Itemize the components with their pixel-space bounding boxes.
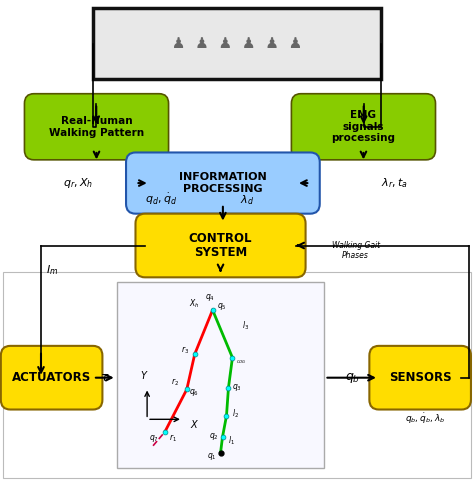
Text: ♟  ♟  ♟  ♟  ♟  ♟: ♟ ♟ ♟ ♟ ♟ ♟: [162, 36, 312, 51]
Text: $X_h$: $X_h$: [189, 298, 200, 310]
Text: $r_2$: $r_2$: [171, 377, 179, 388]
Text: $q_7$: $q_7$: [149, 433, 159, 444]
Text: $q_2$: $q_2$: [209, 432, 219, 442]
Text: $I_m$: $I_m$: [46, 264, 58, 277]
Text: $r_1$: $r_1$: [169, 433, 177, 444]
Text: $q_1$: $q_1$: [207, 451, 217, 462]
Text: SENSORS: SENSORS: [389, 371, 451, 384]
Text: $\tau$: $\tau$: [100, 371, 109, 384]
Text: $q_5$: $q_5$: [217, 301, 226, 312]
Text: $q_b, \dot{q}_b, \lambda_b$: $q_b, \dot{q}_b, \lambda_b$: [405, 412, 445, 426]
Text: $q_3$: $q_3$: [232, 382, 242, 393]
Text: CONTROL
SYSTEM: CONTROL SYSTEM: [189, 231, 252, 260]
Text: $\lambda_r, t_a$: $\lambda_r, t_a$: [381, 176, 408, 190]
Text: $l_2$: $l_2$: [232, 408, 239, 420]
Text: Real-Human
Walking Pattern: Real-Human Walking Pattern: [49, 116, 144, 137]
FancyBboxPatch shape: [117, 282, 325, 468]
Text: X: X: [191, 420, 197, 430]
Text: Walking Gait
Phases: Walking Gait Phases: [331, 241, 380, 260]
Text: $q_b$: $q_b$: [345, 371, 360, 384]
FancyBboxPatch shape: [292, 94, 436, 160]
Text: $l_1$: $l_1$: [228, 434, 236, 447]
Text: $q_r, X_h$: $q_r, X_h$: [63, 176, 93, 191]
FancyBboxPatch shape: [126, 153, 320, 214]
Text: $r_3$: $r_3$: [181, 345, 189, 356]
Text: Y: Y: [140, 371, 146, 381]
Text: $l_3$: $l_3$: [242, 320, 249, 332]
FancyBboxPatch shape: [1, 346, 102, 409]
FancyBboxPatch shape: [25, 94, 169, 160]
FancyBboxPatch shape: [136, 214, 306, 277]
Text: EMG
signals
processing: EMG signals processing: [331, 110, 395, 143]
Text: INFORMATION
PROCESSING: INFORMATION PROCESSING: [179, 172, 267, 194]
Text: $q_6$: $q_6$: [189, 387, 199, 398]
Text: $q_4$: $q_4$: [205, 293, 215, 303]
Text: $q_d, \dot{q}_d$: $q_d, \dot{q}_d$: [146, 192, 178, 207]
FancyBboxPatch shape: [369, 346, 471, 409]
Text: ACTUATORS: ACTUATORS: [12, 371, 91, 384]
Text: $_{COG}$: $_{COG}$: [237, 359, 247, 366]
Text: $\lambda_d$: $\lambda_d$: [239, 193, 254, 207]
FancyBboxPatch shape: [3, 273, 471, 478]
FancyBboxPatch shape: [93, 8, 381, 79]
